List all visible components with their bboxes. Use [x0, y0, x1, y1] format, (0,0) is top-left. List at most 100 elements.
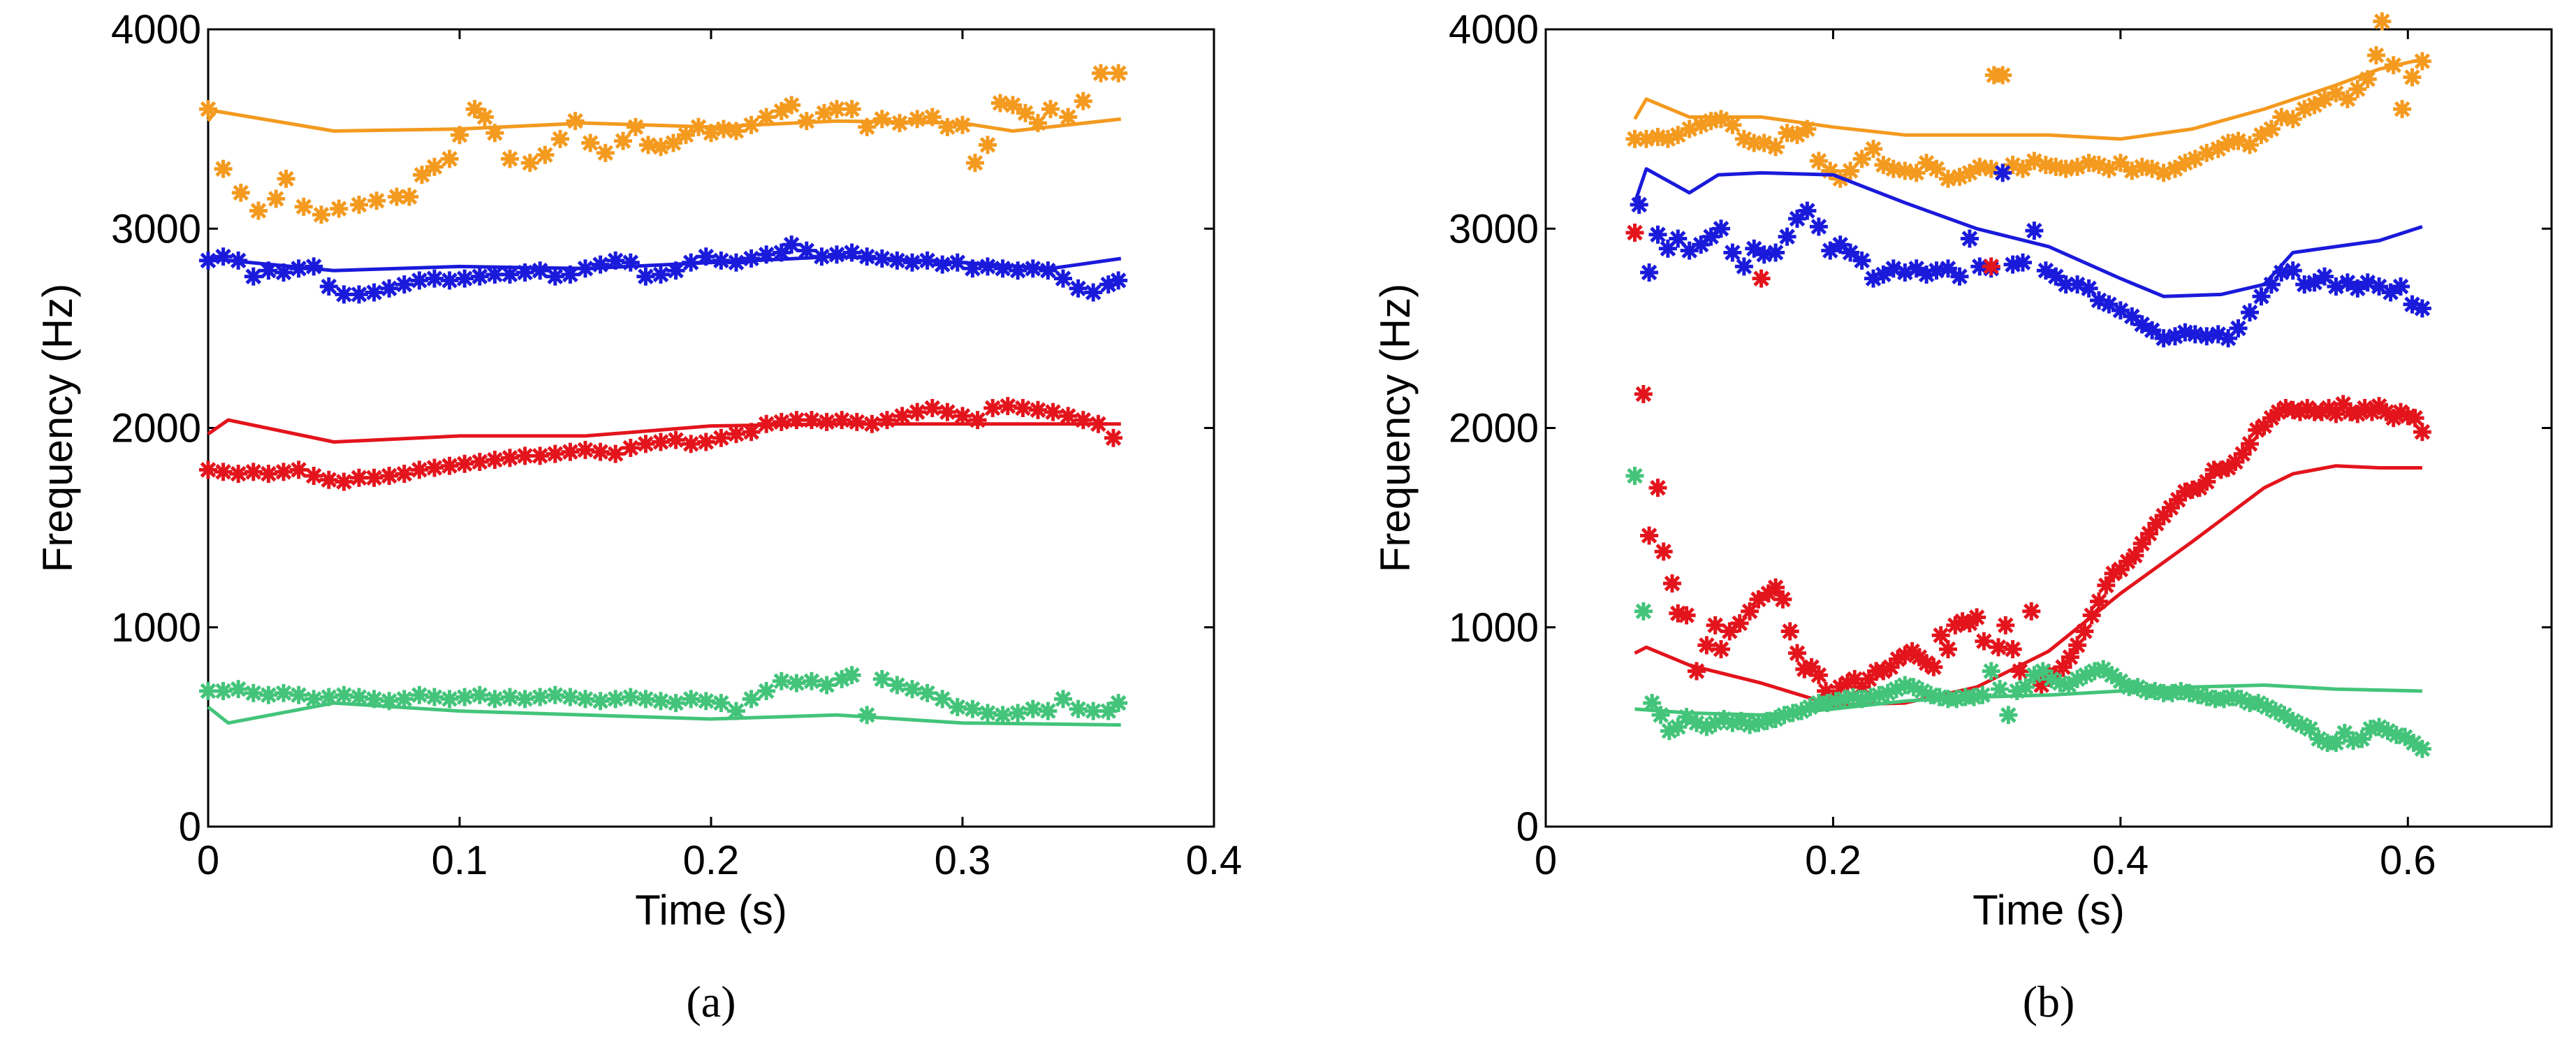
data-point: [380, 692, 398, 710]
data-point: [938, 403, 956, 421]
data-point: [290, 259, 308, 277]
x-tick-label: 0.4: [1186, 838, 1243, 883]
data-point: [2413, 423, 2431, 441]
data-point: [1069, 700, 1088, 718]
data-point: [757, 682, 775, 700]
data-point: [1993, 66, 2012, 85]
data-point: [727, 702, 745, 720]
series-line: [207, 109, 1122, 133]
data-point: [757, 415, 775, 433]
data-point: [455, 455, 474, 473]
data-point: [425, 459, 444, 477]
data-point: [425, 688, 444, 706]
series-line: [207, 418, 1121, 444]
data-point: [576, 690, 594, 708]
data-point: [1069, 279, 1088, 298]
data-point: [1640, 263, 1658, 282]
x-axis-label: Time (s): [1973, 887, 2125, 934]
series-line: [1633, 167, 2423, 298]
data-point: [365, 469, 383, 487]
data-point: [425, 270, 444, 288]
data-point: [1973, 686, 1991, 704]
data-point: [1041, 100, 1060, 118]
data-point: [773, 413, 791, 431]
data-point: [410, 686, 428, 704]
data-point: [843, 244, 861, 262]
data-point: [919, 252, 937, 270]
data-point: [727, 254, 745, 272]
data-point: [275, 684, 293, 702]
panel-caption: (b): [2023, 977, 2075, 1026]
data-point: [1109, 694, 1127, 712]
data-point: [1024, 259, 1042, 277]
y-tick-label: 4000: [1449, 7, 1539, 52]
data-point: [561, 443, 579, 461]
x-tick-label: 0.2: [683, 838, 740, 883]
data-point: [2241, 303, 2259, 321]
data-point: [1663, 574, 1681, 593]
data-point: [606, 690, 624, 708]
data-point: [1752, 270, 1771, 288]
data-point: [2359, 70, 2377, 88]
panel-b: 0 0.2 0.4 0.6 0 1000 2000 3000 4000 Time (s) Frequ…: [1372, 7, 2553, 1026]
data-point: [848, 413, 866, 431]
data-point: [652, 692, 670, 710]
data-point: [295, 198, 313, 216]
data-point: [908, 110, 926, 128]
data-point: [1982, 257, 2000, 275]
data-point: [516, 263, 534, 282]
data-point: [2392, 277, 2410, 296]
y-tick-label: 0: [179, 804, 201, 850]
data-point: [501, 150, 519, 168]
data-point: [1104, 429, 1122, 447]
data-point: [843, 100, 861, 118]
data-point: [1741, 602, 1759, 620]
data-point: [787, 674, 805, 692]
data-point: [531, 446, 549, 465]
data-point: [2014, 254, 2032, 272]
data-point: [606, 252, 624, 270]
data-point: [627, 118, 645, 136]
data-point: [531, 688, 549, 706]
x-tick-label: 0.1: [432, 838, 488, 883]
data-point: [727, 425, 745, 443]
data-point: [410, 271, 428, 289]
data-point: [2075, 623, 2093, 641]
data-point: [1951, 268, 1969, 286]
data-point: [551, 130, 569, 148]
y-tick-label: 2000: [1449, 406, 1539, 451]
data-point: [1029, 401, 1047, 419]
data-point: [1626, 467, 1644, 485]
data-point: [969, 411, 987, 429]
x-axis-label: Time (s): [635, 887, 787, 934]
data-point: [1773, 590, 1792, 609]
data-point: [2367, 46, 2385, 64]
data-point: [622, 439, 640, 457]
data-point: [244, 684, 263, 702]
data-point: [938, 118, 956, 136]
data-point: [1059, 108, 1077, 126]
y-tick-label: 0: [1516, 804, 1539, 850]
data-point: [275, 463, 293, 481]
data-point: [546, 686, 564, 704]
data-point: [1016, 104, 1034, 122]
series-line: [1634, 464, 2422, 707]
data-point: [335, 473, 353, 491]
series-f4: [199, 64, 1127, 224]
data-point: [636, 268, 654, 286]
data-point: [199, 460, 217, 479]
data-point: [1712, 640, 1730, 658]
data-point: [1024, 700, 1042, 718]
data-point: [1109, 271, 1127, 289]
data-point: [622, 254, 640, 272]
series-f3: [199, 235, 1127, 303]
data-point: [923, 108, 942, 126]
data-point: [576, 441, 594, 459]
data-point: [742, 249, 761, 268]
data-point: [1697, 636, 1715, 654]
data-point: [1798, 120, 1816, 138]
data-point: [441, 457, 459, 475]
data-point: [757, 245, 775, 263]
data-point: [1089, 415, 1107, 433]
